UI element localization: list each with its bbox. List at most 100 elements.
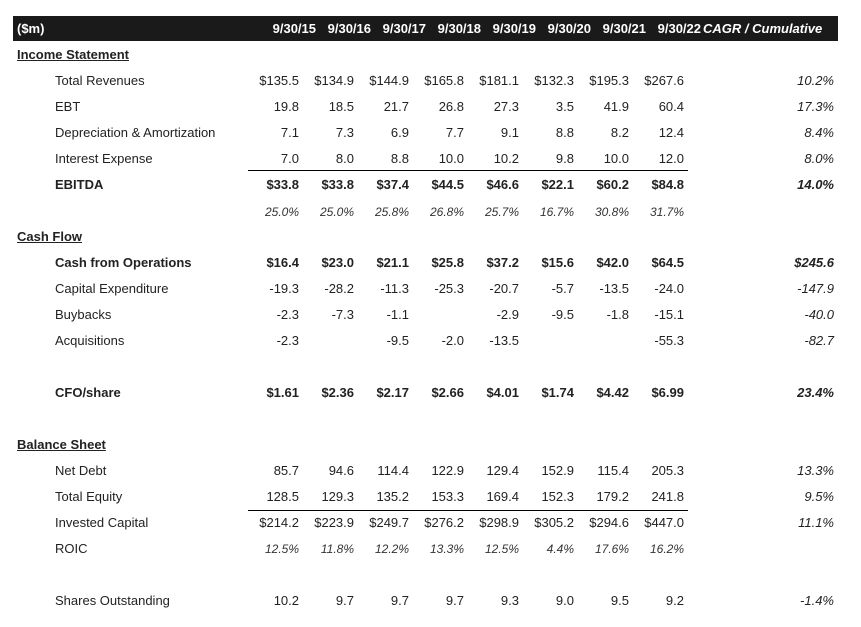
value-cell: $44.5 bbox=[431, 177, 464, 192]
year-header: 9/30/18 bbox=[437, 21, 481, 36]
value-cell: $1.61 bbox=[266, 385, 299, 400]
value-cell: $298.9 bbox=[479, 515, 519, 530]
value-cell: 25.0% bbox=[319, 205, 354, 219]
cagr-cell: 23.4% bbox=[797, 385, 834, 400]
value-cell: $23.0 bbox=[321, 255, 354, 270]
value-cell bbox=[294, 328, 354, 354]
year-header: 9/30/21 bbox=[602, 21, 646, 36]
value-cell: $37.4 bbox=[376, 177, 409, 192]
value-cell: $249.7 bbox=[369, 515, 409, 530]
value-cell: $135.5 bbox=[259, 73, 299, 88]
row-label: EBT bbox=[55, 99, 81, 114]
value-cell: 30.8% bbox=[594, 205, 629, 219]
value-cell bbox=[404, 302, 464, 328]
row-label: EBITDA bbox=[55, 177, 104, 192]
value-cell: 9.8 bbox=[555, 151, 574, 166]
value-cell: 115.4 bbox=[597, 463, 629, 478]
value-cell: 60.4 bbox=[658, 99, 684, 114]
value-cell: -2.0 bbox=[441, 333, 464, 348]
value-cell: -1.1 bbox=[386, 307, 409, 322]
value-cell: 114.4 bbox=[377, 463, 409, 478]
value-cell: 9.1 bbox=[500, 125, 519, 140]
value-cell: $144.9 bbox=[369, 73, 409, 88]
value-cell: 128.5 bbox=[266, 489, 299, 504]
value-cell: $4.42 bbox=[596, 385, 629, 400]
year-header: 9/30/22 bbox=[657, 21, 701, 36]
value-cell: 8.8 bbox=[390, 151, 409, 166]
value-cell: $6.99 bbox=[651, 385, 684, 400]
value-cell: 8.2 bbox=[610, 125, 629, 140]
value-cell: $33.8 bbox=[266, 177, 299, 192]
value-cell: -15.1 bbox=[654, 307, 684, 322]
section-title: Cash Flow bbox=[17, 229, 83, 244]
value-cell: -11.3 bbox=[380, 281, 409, 296]
value-cell: $2.66 bbox=[431, 385, 464, 400]
ebitda-sum-rule bbox=[248, 170, 688, 171]
value-cell: 18.5 bbox=[328, 99, 354, 114]
section-title: Balance Sheet bbox=[17, 437, 106, 452]
table-row: Net Debt 85.7 94.6 114.4 122.9 129.4 152.9 115.… bbox=[0, 458, 861, 484]
value-cell: -28.2 bbox=[324, 281, 354, 296]
row-label: Net Debt bbox=[55, 463, 107, 478]
table-row: Invested Capital $214.2 $223.9 $249.7 $276.2… bbox=[0, 510, 861, 536]
unit-label: ($m) bbox=[17, 21, 45, 36]
value-cell: 94.6 bbox=[328, 463, 354, 478]
value-cell: $33.8 bbox=[321, 177, 354, 192]
value-cell: -24.0 bbox=[654, 281, 684, 296]
table-row: Capital Expenditure -19.3 -28.2 -11.3 -25.3 -… bbox=[0, 276, 861, 302]
value-cell: 8.0 bbox=[335, 151, 354, 166]
value-cell: -25.3 bbox=[434, 281, 464, 296]
value-cell: $15.6 bbox=[541, 255, 574, 270]
value-cell: 85.7 bbox=[273, 463, 299, 478]
row-label: Acquisitions bbox=[55, 333, 125, 348]
value-cell: 12.5% bbox=[484, 542, 519, 556]
value-cell: 25.7% bbox=[484, 205, 519, 219]
value-cell: 9.7 bbox=[390, 593, 409, 608]
value-cell: 12.2% bbox=[374, 542, 409, 556]
value-cell: 7.0 bbox=[280, 151, 299, 166]
value-cell: 9.3 bbox=[500, 593, 519, 608]
value-cell: $223.9 bbox=[314, 515, 354, 530]
value-cell: 129.4 bbox=[486, 463, 519, 478]
value-cell: 25.8% bbox=[374, 205, 409, 219]
value-cell: 122.9 bbox=[431, 463, 464, 478]
value-cell: $42.0 bbox=[596, 255, 629, 270]
section-header-row: Income Statement bbox=[0, 42, 861, 68]
row-label: Shares Outstanding bbox=[55, 593, 170, 608]
year-header: 9/30/17 bbox=[382, 21, 426, 36]
value-cell: $22.1 bbox=[541, 177, 574, 192]
table-row: Total Revenues $135.5 $134.9 $144.9 $165.8 $1… bbox=[0, 68, 861, 94]
value-cell: 10.2 bbox=[493, 151, 519, 166]
value-cell: -5.7 bbox=[551, 281, 574, 296]
table-row: Total Equity 128.5 129.3 135.2 153.3 169.4 152… bbox=[0, 484, 861, 510]
value-cell: 11.8% bbox=[320, 542, 354, 556]
value-cell: 153.3 bbox=[431, 489, 464, 504]
value-cell: $16.4 bbox=[266, 255, 299, 270]
table-row: Buybacks -2.3 -7.3 -1.1 -2.9 -9.5 -1.8 -15.1 -40… bbox=[0, 302, 861, 328]
value-cell: 169.4 bbox=[486, 489, 519, 504]
value-cell: -2.3 bbox=[276, 333, 299, 348]
value-cell: -13.5 bbox=[599, 281, 629, 296]
value-cell: $165.8 bbox=[424, 73, 464, 88]
value-cell: 9.2 bbox=[665, 593, 684, 608]
value-cell: 16.2% bbox=[649, 542, 684, 556]
section-title: Income Statement bbox=[17, 47, 129, 62]
value-cell: $37.2 bbox=[486, 255, 519, 270]
row-label: Depreciation & Amortization bbox=[55, 125, 216, 140]
value-cell: 9.7 bbox=[335, 593, 354, 608]
table-row: Interest Expense 7.0 8.0 8.8 10.0 10.2 9.8 10.0… bbox=[0, 146, 861, 172]
cagr-cell: 11.1% bbox=[798, 515, 834, 530]
value-cell: 7.7 bbox=[445, 125, 464, 140]
table-row: EBT 19.8 18.5 21.7 26.8 27.3 3.5 41.9 60.4 17.3% bbox=[0, 94, 861, 120]
value-cell: -19.3 bbox=[269, 281, 299, 296]
row-label: ROIC bbox=[55, 541, 88, 556]
table-row: Depreciation & Amortization 7.1 7.3 6.9 7.7 9… bbox=[0, 120, 861, 146]
value-cell: 241.8 bbox=[651, 489, 684, 504]
value-cell: 12.4 bbox=[658, 125, 684, 140]
value-cell: -20.7 bbox=[489, 281, 519, 296]
value-cell: 41.9 bbox=[603, 99, 629, 114]
table-row: ROIC 12.5% 11.8% 12.2% 13.3% 12.5% 4.4% 17.6% 16… bbox=[0, 536, 861, 562]
cagr-cell bbox=[714, 536, 834, 562]
year-header: 9/30/15 bbox=[272, 21, 316, 36]
cagr-cell: -82.7 bbox=[804, 333, 834, 348]
